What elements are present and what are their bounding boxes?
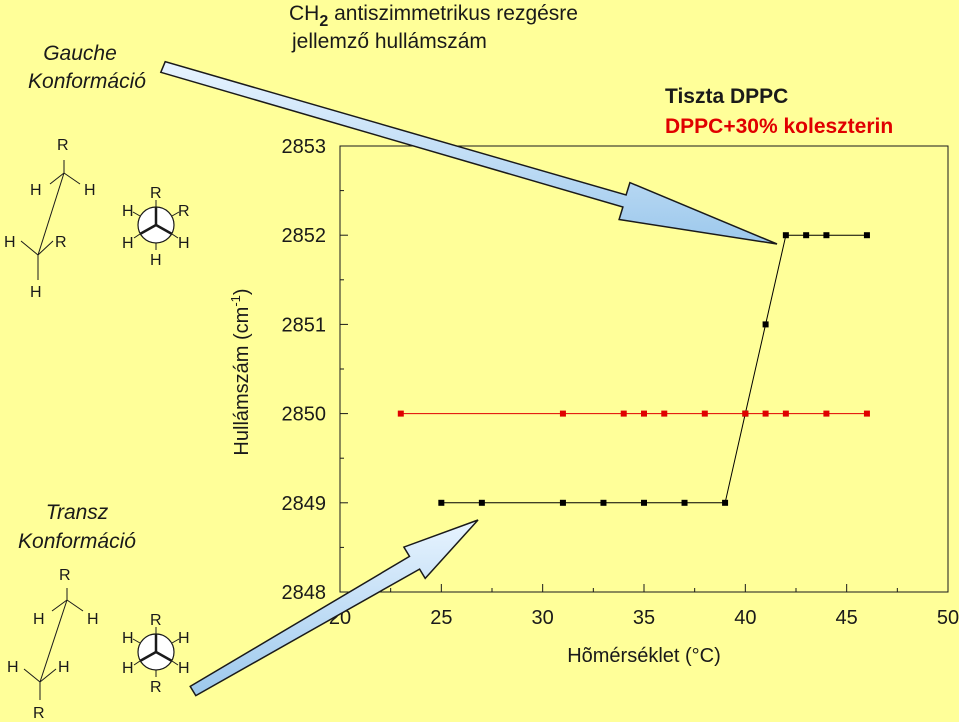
- data-point-0: [600, 499, 607, 506]
- svg-text:H: H: [122, 630, 134, 647]
- y-tick-label: 2849: [282, 493, 327, 515]
- data-point-1: [641, 410, 647, 417]
- transz-newman-atoms: R H H H H R: [122, 612, 190, 696]
- svg-text:H: H: [178, 660, 190, 677]
- transz-label-1: Transz: [46, 501, 109, 524]
- y-tick-label: 2853: [282, 136, 327, 158]
- svg-text:H: H: [4, 234, 16, 251]
- legend-pure: Tiszta DPPC: [665, 85, 788, 108]
- data-point-0: [478, 499, 485, 506]
- svg-text:H: H: [122, 203, 134, 220]
- svg-text:H: H: [87, 611, 99, 628]
- data-point-0: [782, 232, 789, 239]
- svg-text:H: H: [33, 611, 45, 628]
- svg-text:H: H: [30, 182, 42, 199]
- transz-label-2: Konformáció: [18, 530, 136, 553]
- svg-text:R: R: [178, 203, 190, 220]
- svg-text:R: R: [150, 679, 162, 696]
- data-point-0: [681, 499, 688, 506]
- x-axis-label: Hõmérséklet (°C): [567, 645, 721, 667]
- data-point-0: [722, 499, 729, 506]
- svg-text:H: H: [178, 235, 190, 252]
- svg-text:H: H: [150, 252, 162, 269]
- x-tick-label: 25: [430, 607, 452, 629]
- gauche-label-2: Konformáció: [28, 70, 146, 93]
- legend-chol: DPPC+30% koleszterin: [665, 115, 893, 138]
- lower-arrow: [189, 519, 479, 697]
- data-point-0: [559, 499, 566, 506]
- svg-text:R: R: [57, 137, 69, 154]
- data-point-1: [701, 410, 708, 417]
- data-point-1: [762, 410, 769, 417]
- gauche-newman-atoms: R H R H H H: [122, 185, 190, 269]
- data-point-0: [438, 499, 445, 506]
- data-point-0: [823, 232, 830, 239]
- svg-text:H: H: [84, 182, 96, 199]
- transz-sawhorse-structure: [23, 588, 84, 700]
- gauche-sawhorse-atoms: R H H H R H: [4, 137, 96, 301]
- data-point-1: [823, 410, 830, 417]
- svg-text:R: R: [55, 234, 67, 251]
- gauche-newman-structure: [132, 200, 180, 250]
- series-layer: [397, 232, 870, 506]
- svg-text:R: R: [150, 185, 162, 202]
- header-title: CH2 antiszimmetrikus rezgésre: [289, 2, 578, 30]
- svg-text:H: H: [122, 235, 134, 252]
- gauche-label-1: Gauche: [43, 42, 117, 65]
- x-tick-label: 50: [937, 607, 959, 629]
- svg-text:H: H: [7, 659, 19, 676]
- data-point-0: [762, 321, 769, 328]
- svg-text:H: H: [122, 660, 134, 677]
- y-axis: 2853 2852 2851 2850 2849 2848: [282, 136, 348, 604]
- x-tick-label: 45: [836, 607, 858, 629]
- svg-text:H: H: [30, 284, 42, 301]
- upper-arrow: [159, 60, 778, 245]
- svg-text:H: H: [58, 659, 70, 676]
- x-tick-label: 30: [532, 607, 554, 629]
- data-point-1: [397, 410, 404, 417]
- x-axis: 20 25 30 35 40 45 50: [329, 584, 959, 629]
- y-axis-label: Hullámszám (cm-1): [228, 288, 253, 455]
- transz-sawhorse-atoms: R H H H H R: [7, 567, 99, 722]
- data-point-1: [661, 410, 668, 417]
- data-point-1: [863, 410, 870, 417]
- y-tick-label: 2850: [282, 404, 327, 426]
- data-point-1: [782, 410, 789, 417]
- svg-text:R: R: [150, 612, 162, 629]
- data-point-0: [803, 232, 810, 239]
- data-point-1: [559, 410, 566, 417]
- y-tick-label: 2851: [282, 314, 327, 336]
- header-subtitle: jellemző hullámszám: [291, 30, 487, 53]
- data-point-0: [863, 232, 870, 239]
- data-point-0: [641, 499, 647, 506]
- series-line-0: [441, 234, 867, 504]
- data-point-1: [742, 410, 749, 417]
- data-point-1: [620, 410, 627, 417]
- x-tick-label: 35: [633, 607, 655, 629]
- svg-text:R: R: [59, 567, 71, 584]
- svg-text:R: R: [33, 705, 45, 722]
- transz-newman-structure: [132, 627, 180, 677]
- x-tick-label: 40: [734, 607, 756, 629]
- y-tick-label: 2848: [282, 582, 327, 604]
- gauche-sawhorse-structure: [20, 160, 81, 280]
- svg-text:H: H: [178, 630, 190, 647]
- y-tick-label: 2852: [282, 225, 327, 247]
